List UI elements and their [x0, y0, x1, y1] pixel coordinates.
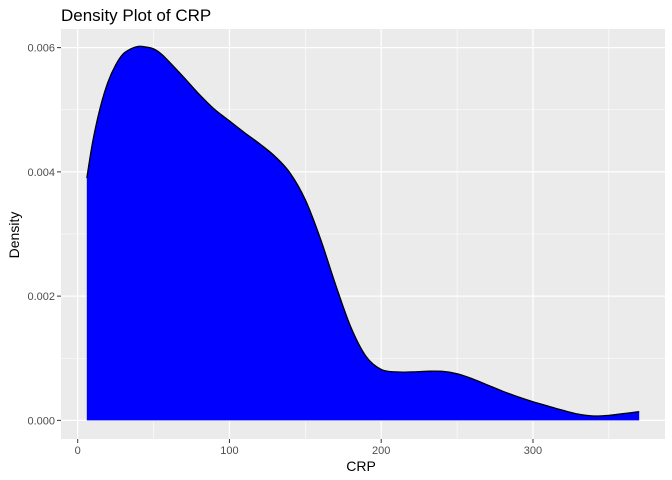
y-tick-label: 0.004 [27, 167, 55, 179]
y-tick-label: 0.002 [27, 291, 55, 303]
x-tick-label: 0 [75, 445, 81, 457]
x-tick-label: 300 [524, 445, 542, 457]
chart-title: Density Plot of CRP [61, 6, 211, 25]
x-axis-ticks: 0 100 200 300 [75, 439, 542, 457]
y-axis-title: Density [6, 212, 22, 259]
x-tick-label: 200 [372, 445, 390, 457]
density-line [86, 45, 640, 417]
density-area [86, 46, 640, 421]
x-axis-title: CRP [346, 458, 376, 474]
x-tick-label: 100 [220, 445, 238, 457]
y-axis-ticks: 0.000 0.002 0.004 0.006 [27, 43, 61, 427]
y-tick-label: 0.000 [27, 415, 55, 427]
y-tick-label: 0.006 [27, 43, 55, 55]
